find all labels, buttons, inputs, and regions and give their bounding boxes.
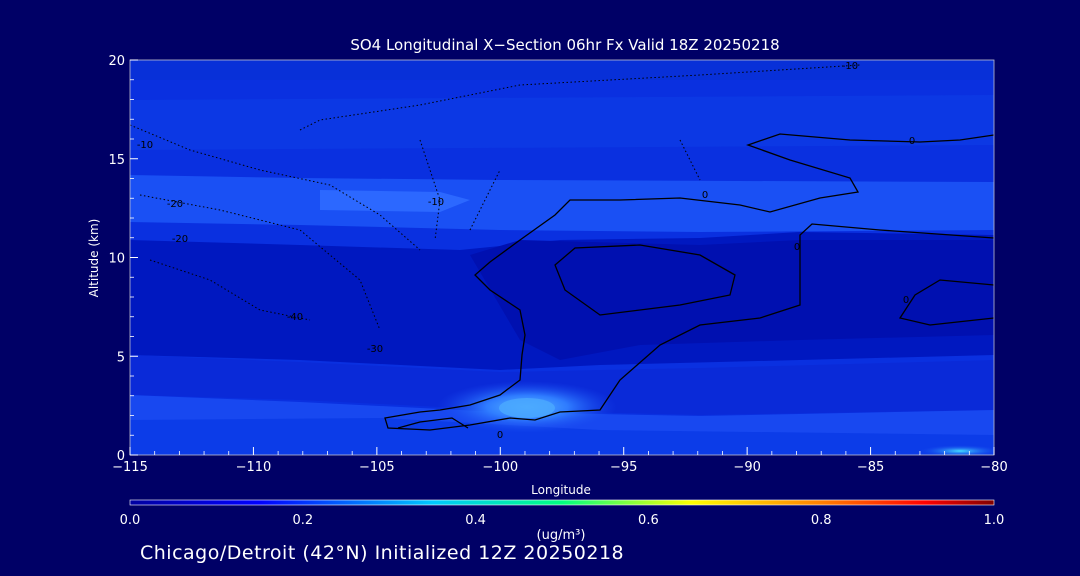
- contour-dotted-6: [469, 169, 501, 231]
- field-band-upper: [130, 95, 994, 150]
- y-tick-label: 20: [108, 54, 125, 69]
- contour-label: 0: [702, 190, 708, 201]
- x-tick-label: −110: [236, 460, 272, 475]
- colorbar-tick-label: 1.0: [984, 513, 1005, 528]
- colorbar-tick-label: 0.6: [638, 513, 659, 528]
- contour-label: -20: [167, 199, 183, 210]
- colorbar-tick-label: 0.8: [811, 513, 832, 528]
- y-tick-label: 15: [108, 153, 125, 168]
- field-band-highlight: [320, 190, 470, 212]
- field-band-core-deep: [470, 240, 994, 360]
- x-tick-label: −90: [733, 460, 760, 475]
- contour-label: -20: [172, 234, 188, 245]
- dotted-contours: [130, 64, 861, 331]
- field-band-surface: [130, 418, 994, 455]
- chart-title: SO4 Longitudinal X−Section 06hr Fx Valid…: [350, 36, 779, 54]
- contour-dotted-2: [299, 64, 861, 131]
- colorbar: [129, 499, 995, 506]
- solid-contours: [384, 133, 994, 431]
- contour-label: -30: [367, 344, 383, 355]
- contour-zero-east: [898, 279, 994, 326]
- x-tick-label: −115: [112, 460, 148, 475]
- contour-label: 0: [497, 430, 503, 441]
- y-tick-label: 0: [117, 449, 125, 464]
- contour-dotted-5: [149, 259, 311, 321]
- contour-label: 0: [794, 242, 800, 253]
- colorbar-label: (ug/m³): [537, 528, 586, 543]
- contour-zero-surface: [397, 417, 469, 429]
- contour-label: -10: [842, 61, 858, 72]
- y-tick-label: 10: [108, 252, 125, 267]
- field-band-top: [130, 60, 994, 80]
- colorbar-tick-label: 0.4: [465, 513, 486, 528]
- field-band-mid-high: [130, 175, 994, 232]
- contour-dotted-7: [679, 139, 701, 181]
- y-axis: 0 5 10 15 20: [108, 54, 138, 464]
- contour-zero-main: [384, 133, 994, 431]
- x-tick-label: −105: [359, 460, 395, 475]
- plot-area: -10 -10 -20 -10 -20 -40 -30 0 0 0 0 0: [130, 60, 994, 455]
- x-axis: −115 −110 −105 −100 −95 −90 −85 −80: [112, 447, 1008, 475]
- colorbar-tick-label: 0.0: [120, 513, 141, 528]
- x-tick-label: −95: [610, 460, 637, 475]
- x-tick-label: −80: [980, 460, 1007, 475]
- contour-label-group: -10 -10 -20 -10 -20 -40 -30 0 0 0 0 0: [137, 61, 915, 441]
- colorbar-tick-label: 0.2: [292, 513, 313, 528]
- colorbar-ticks: 0.0 0.2 0.4 0.6 0.8 1.0: [120, 513, 1005, 528]
- y-axis-label: Altitude (km): [87, 219, 101, 298]
- field-hotspot-core: [499, 398, 555, 418]
- contour-label: -10: [137, 140, 153, 151]
- x-axis-label: Longitude: [531, 483, 591, 497]
- contour-label: -10: [428, 197, 444, 208]
- y-tick-label: 5: [117, 350, 125, 365]
- contour-label: 0: [903, 295, 909, 306]
- field-hotspot-east: [920, 445, 994, 455]
- x-tick-label: −85: [857, 460, 884, 475]
- footer-caption: Chicago/Detroit (42°N) Initialized 12Z 2…: [140, 542, 625, 564]
- contour-label: 0: [909, 136, 915, 147]
- x-tick-label: −100: [482, 460, 518, 475]
- contour-zero-inner: [554, 244, 736, 316]
- contour-label: -40: [287, 312, 303, 323]
- contour-dotted-1: [130, 124, 421, 251]
